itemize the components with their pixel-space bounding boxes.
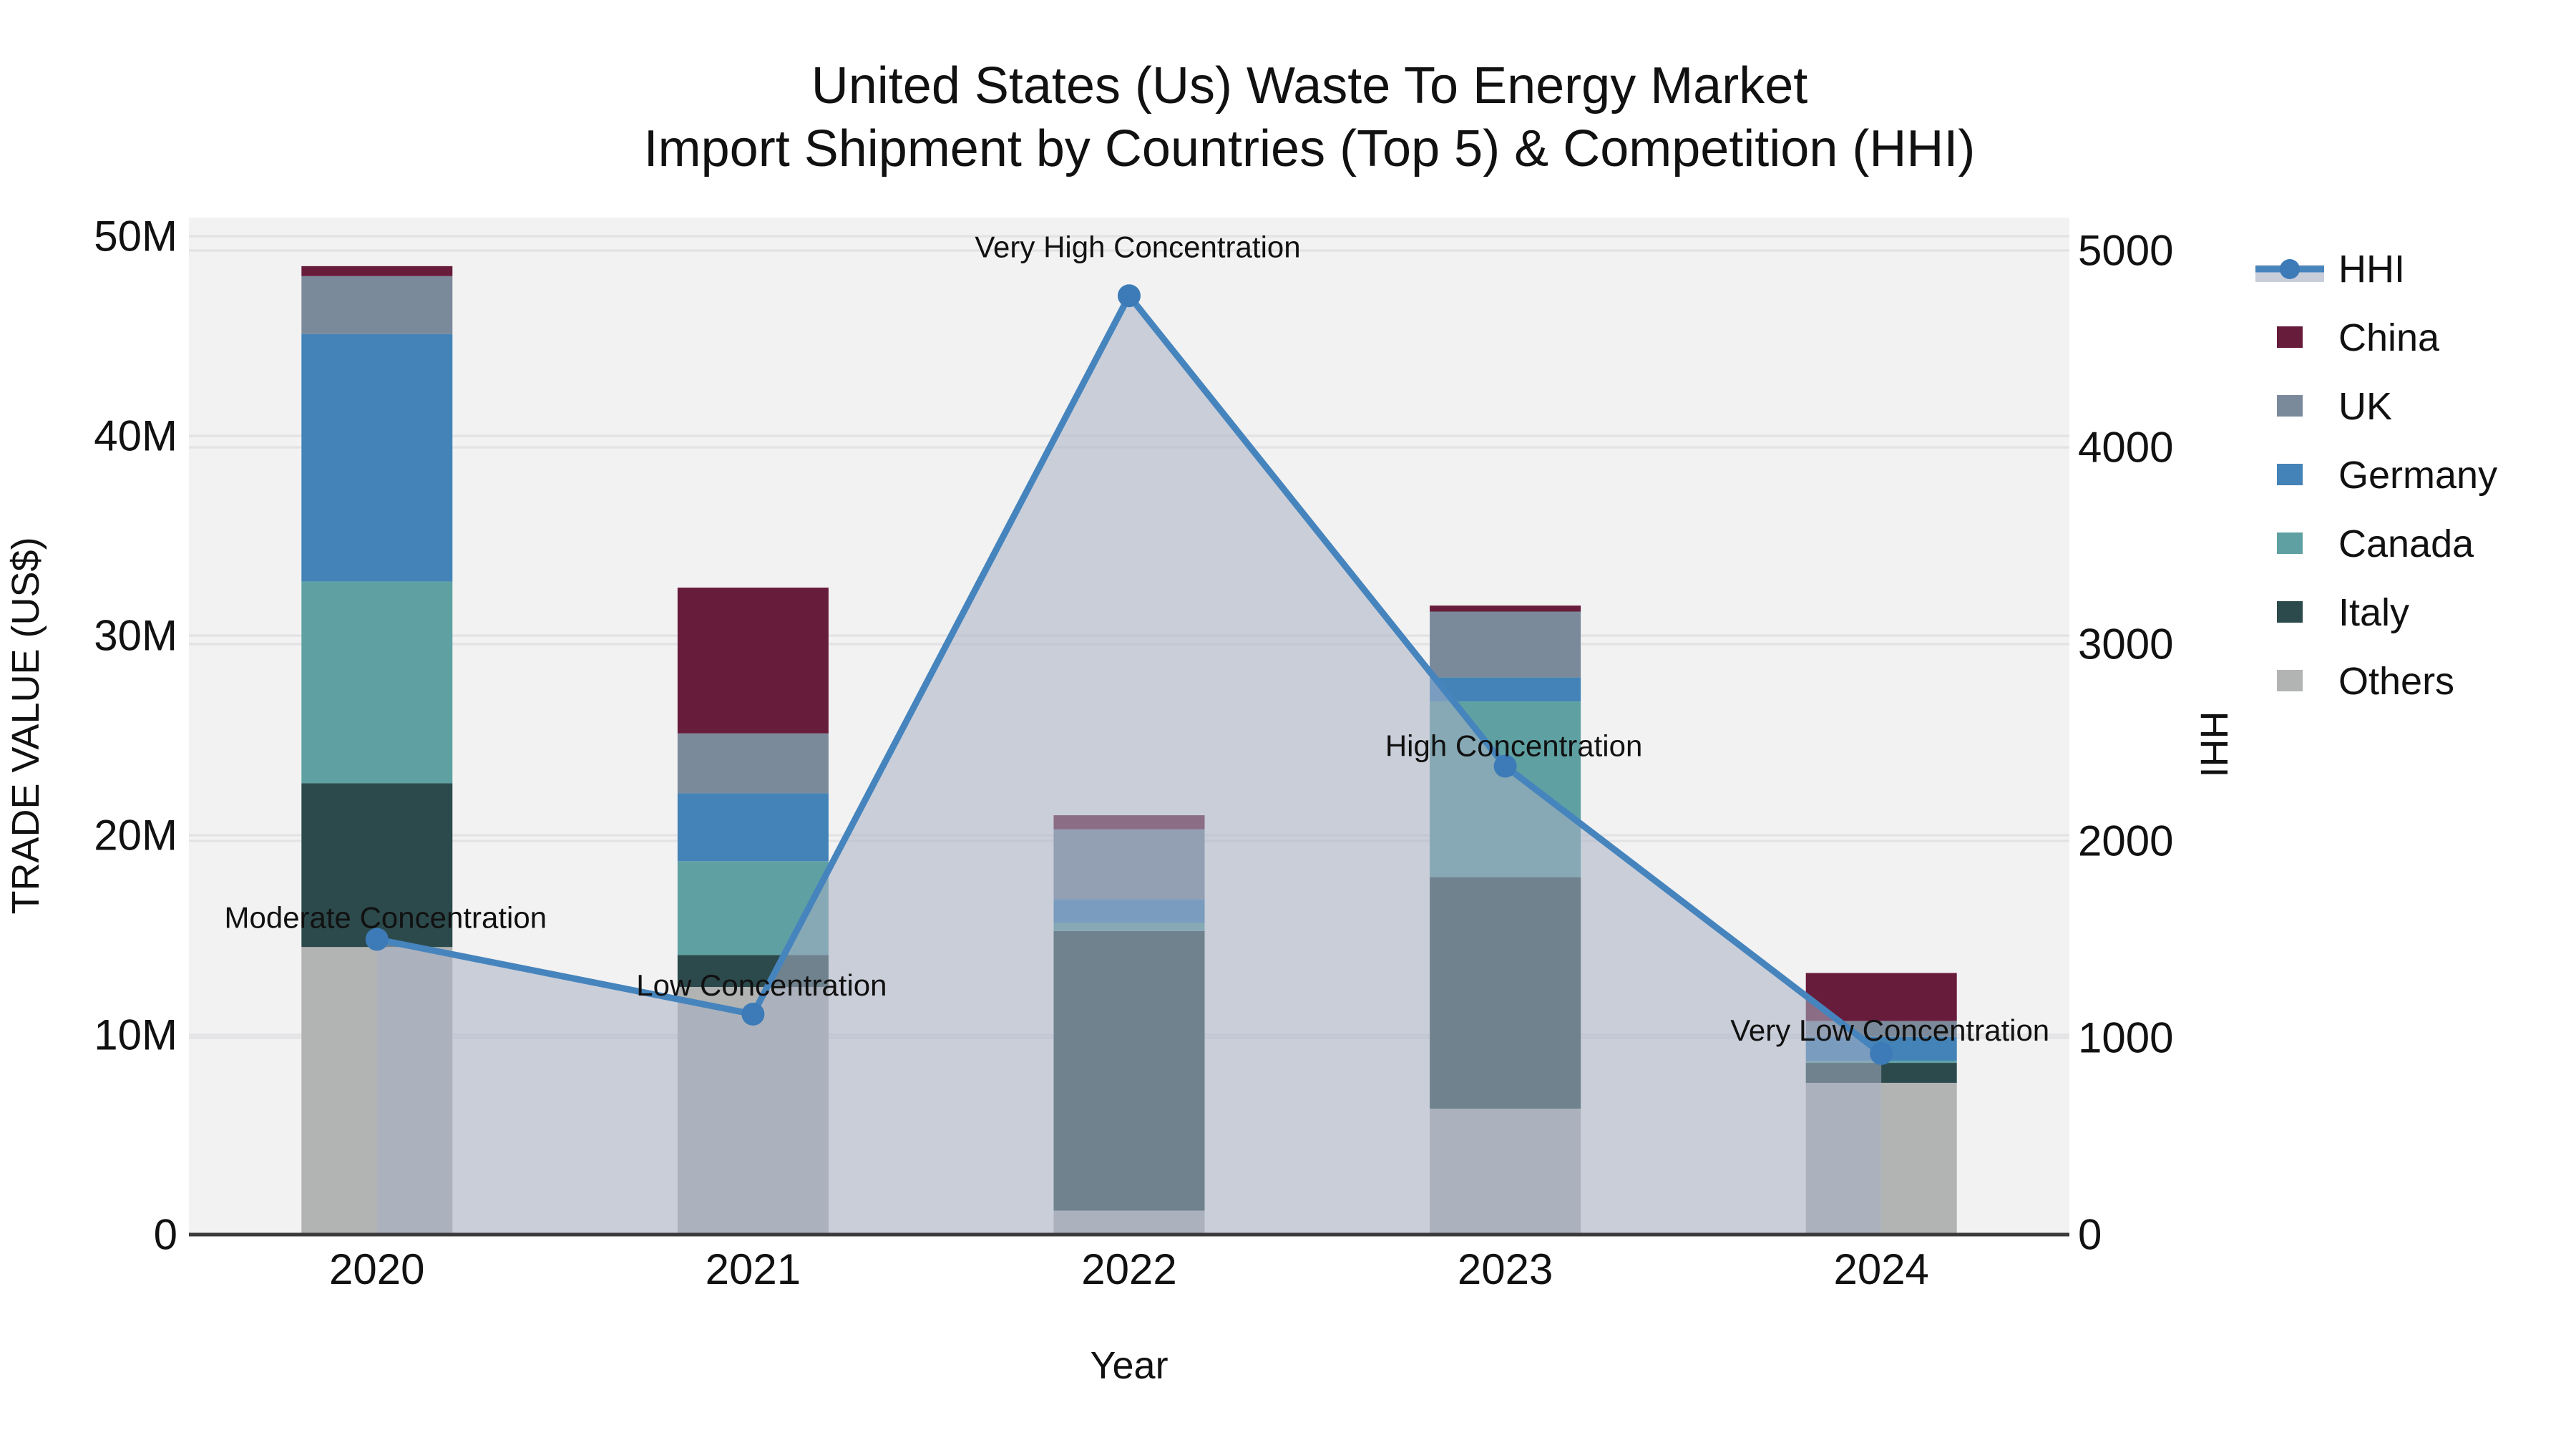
legend-swatch-canada — [2277, 532, 2303, 554]
chart-title-line2: Import Shipment by Countries (Top 5) & C… — [644, 120, 1976, 177]
axis-layer: 0 10M 20M 30M 40M 50M 0 1000 2000 3000 4000 5000 202… — [4, 213, 2235, 1388]
hhi-marker-2021 — [741, 1003, 765, 1026]
legend-swatch-italy — [2277, 601, 2303, 623]
x-tick-2021: 2021 — [706, 1245, 801, 1293]
bar-segment-china-2023 — [1430, 605, 1581, 612]
y-left-tick-0: 0 — [154, 1211, 177, 1259]
legend-item-germany[interactable]: Germany — [2277, 454, 2497, 497]
x-tick-2022: 2022 — [1081, 1245, 1176, 1293]
y-right-tick-0: 0 — [2078, 1211, 2102, 1259]
plot-layer: Moderate Concentration Low Concentration V… — [189, 218, 2069, 1237]
legend-label-uk: UK — [2338, 385, 2392, 428]
legend-label-hhi: HHI — [2338, 248, 2405, 291]
chart-title-line1: United States (Us) Waste To Energy Marke… — [811, 57, 1808, 115]
legend-label-china: China — [2338, 316, 2440, 359]
legend-item-hhi[interactable]: HHI — [2255, 248, 2405, 291]
bar-segment-china-2021 — [677, 588, 829, 734]
annotation-2021: Low Concentration — [636, 968, 887, 1002]
annotation-2023: High Concentration — [1385, 729, 1643, 763]
legend-swatch-others — [2277, 670, 2303, 691]
bar-segment-germany-2023 — [1430, 677, 1581, 702]
legend-item-others[interactable]: Others — [2277, 660, 2454, 703]
y-left-tick-40M: 40M — [94, 412, 177, 460]
bar-segment-italy-2020 — [301, 783, 453, 948]
hhi-marker-2020 — [365, 928, 389, 951]
x-tick-2024: 2024 — [1833, 1245, 1928, 1293]
bar-segment-germany-2021 — [677, 793, 829, 862]
bar-segment-germany-2020 — [301, 334, 453, 582]
bar-segment-canada-2020 — [301, 581, 453, 784]
x-tick-2020: 2020 — [329, 1245, 424, 1293]
legend-label-italy: Italy — [2338, 591, 2409, 634]
hhi-area-fill — [376, 296, 1882, 1235]
y-right-tick-4000: 4000 — [2078, 424, 2173, 472]
legend-swatch-germany — [2277, 464, 2303, 485]
legend-item-china[interactable]: China — [2277, 316, 2440, 359]
bar-segment-uk-2021 — [677, 733, 829, 794]
legend-hhi-marker-swatch — [2280, 259, 2300, 279]
y-left-axis-title: TRADE VALUE (US$) — [4, 537, 47, 914]
bar-segment-china-2020 — [301, 266, 453, 276]
legend: HHI China UK Germany Canada Italy Others — [2255, 248, 2497, 703]
y-right-tick-2000: 2000 — [2078, 817, 2173, 865]
y-left-tick-30M: 30M — [94, 612, 177, 660]
hhi-marker-2023 — [1493, 754, 1517, 778]
x-tick-2023: 2023 — [1458, 1245, 1553, 1293]
y-left-tick-10M: 10M — [94, 1011, 177, 1059]
bar-segment-uk-2023 — [1430, 611, 1581, 678]
y-right-tick-5000: 5000 — [2078, 227, 2173, 275]
annotation-2024: Very Low Concentration — [1730, 1013, 2049, 1047]
annotation-2020: Moderate Concentration — [224, 901, 547, 935]
bar-segment-uk-2020 — [301, 276, 453, 334]
annotation-2022: Very High Concentration — [975, 230, 1300, 263]
y-right-axis-title: HHI — [2192, 711, 2235, 778]
y-left-tick-20M: 20M — [94, 812, 177, 860]
legend-label-germany: Germany — [2338, 454, 2497, 497]
hhi-marker-2022 — [1118, 284, 1141, 308]
legend-item-uk[interactable]: UK — [2277, 385, 2392, 428]
x-axis-title: Year — [1090, 1344, 1168, 1387]
legend-item-italy[interactable]: Italy — [2277, 591, 2409, 634]
hhi-marker-2024 — [1870, 1042, 1893, 1065]
legend-swatch-uk — [2277, 395, 2303, 417]
y-right-tick-1000: 1000 — [2078, 1014, 2173, 1062]
y-left-tick-50M: 50M — [94, 213, 177, 261]
legend-label-others: Others — [2338, 660, 2454, 703]
y-right-tick-3000: 3000 — [2078, 621, 2173, 668]
legend-label-canada: Canada — [2338, 522, 2474, 565]
legend-item-canada[interactable]: Canada — [2277, 522, 2474, 565]
legend-swatch-china — [2277, 326, 2303, 348]
